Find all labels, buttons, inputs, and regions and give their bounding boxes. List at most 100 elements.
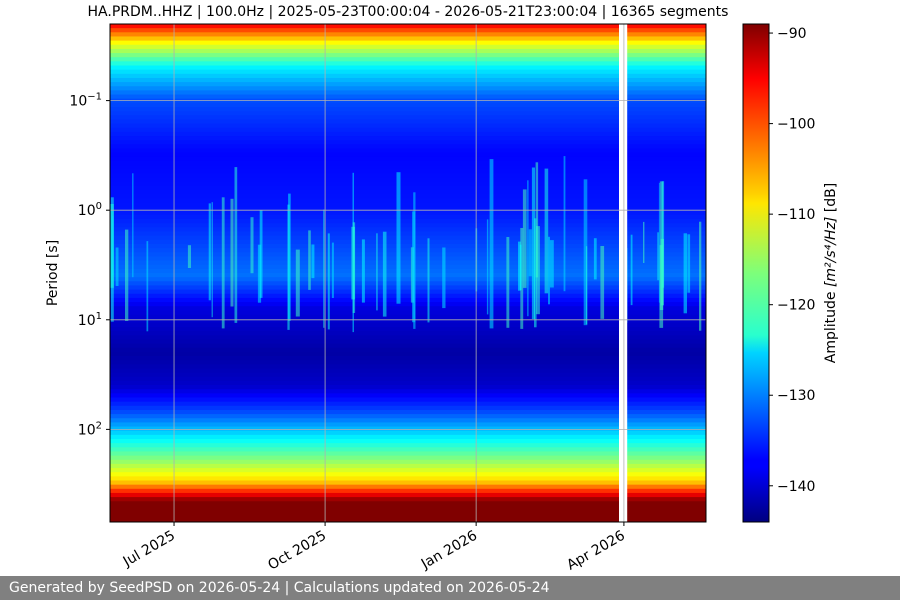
heatmap-band	[110, 140, 706, 145]
heatmap-band	[110, 127, 706, 133]
colorbar	[742, 23, 770, 523]
heatmap-band	[110, 98, 706, 104]
heatmap-band	[110, 463, 706, 469]
y-tick-label: 102	[78, 420, 102, 438]
spectrogram-bands	[110, 24, 706, 522]
heatmap-stripe	[146, 241, 149, 332]
heatmap-band	[110, 385, 706, 390]
heatmap-stripe	[382, 231, 387, 317]
heatmap-stripe	[295, 249, 300, 317]
heatmap-band	[110, 169, 706, 174]
heatmap-stripe	[112, 215, 114, 276]
heatmap-band	[110, 401, 706, 407]
heatmap-band	[110, 177, 706, 183]
heatmap-band	[110, 252, 706, 257]
heatmap-stripe	[311, 244, 315, 279]
heatmap-band	[110, 248, 706, 253]
heatmap-band	[110, 131, 706, 137]
heatmap-band	[110, 243, 706, 249]
heatmap-band	[110, 268, 706, 274]
heatmap-band	[110, 476, 706, 482]
heatmap-stripe	[534, 218, 537, 328]
heatmap-band	[110, 501, 706, 506]
heatmap-band	[110, 318, 706, 324]
heatmap-band	[110, 273, 706, 278]
heatmap-band	[110, 32, 706, 38]
psd-spectrogram-chart: HA.PRDM..HHZ | 100.0Hz | 2025-05-23T00:0…	[45, 4, 839, 574]
heatmap-band	[110, 517, 706, 522]
heatmap-stripe	[132, 173, 134, 278]
heatmap-band	[110, 107, 706, 112]
heatmap-band	[110, 480, 706, 486]
heatmap-band	[110, 227, 706, 233]
heatmap-band	[110, 152, 706, 158]
heatmap-band	[110, 90, 706, 96]
heatmap-band	[110, 57, 706, 62]
heatmap-stripe	[518, 241, 521, 291]
heatmap-band	[110, 393, 706, 399]
heatmap-stripe	[489, 159, 494, 329]
heatmap-stripe	[115, 247, 119, 286]
heatmap-stripe	[536, 226, 540, 315]
heatmap-stripe	[486, 219, 489, 315]
heatmap-stripe	[376, 233, 378, 311]
heatmap-band	[110, 144, 706, 150]
heatmap-band	[110, 492, 706, 498]
heatmap-band	[110, 194, 706, 199]
heatmap-band	[110, 439, 706, 444]
heatmap-stripe	[234, 167, 238, 323]
heatmap-band	[110, 347, 706, 353]
heatmap-band	[110, 40, 706, 46]
heatmap-band	[110, 28, 706, 33]
x-tick-label: Oct 2025	[265, 528, 329, 574]
heatmap-band	[110, 165, 706, 170]
heatmap-band	[110, 239, 706, 245]
heatmap-band	[110, 405, 706, 411]
heatmap-band	[110, 314, 706, 320]
heatmap-band	[110, 322, 706, 328]
heatmap-band	[110, 356, 706, 361]
footer-bar: Generated by SeedPSD on 2026-05-24 | Cal…	[0, 576, 900, 600]
chart-title: HA.PRDM..HHZ | 100.0Hz | 2025-05-23T00:0…	[88, 4, 729, 20]
y-tick-label: 10−1	[69, 92, 102, 110]
heatmap-band	[110, 160, 706, 166]
heatmap-band	[110, 414, 706, 419]
heatmap-stripe	[535, 162, 539, 278]
heatmap-band	[110, 422, 706, 428]
heatmap-band	[110, 264, 706, 270]
heatmap-band	[110, 468, 706, 473]
heatmap-stripe	[661, 181, 665, 288]
heatmap-band	[110, 277, 706, 282]
heatmap-band	[110, 281, 706, 287]
heatmap-stripe	[221, 197, 225, 329]
heatmap-band	[110, 306, 706, 311]
heatmap-stripe	[699, 221, 702, 331]
heatmap-band	[110, 443, 706, 448]
heatmap-band	[110, 24, 706, 29]
heatmap-stripe	[361, 239, 365, 303]
heatmap-stripe	[593, 238, 597, 280]
heatmap-stripe	[549, 240, 554, 288]
heatmap-stripe	[657, 232, 659, 281]
heatmap-band	[110, 310, 706, 316]
x-tick-label: Jul 2025	[120, 528, 178, 571]
heatmap-band	[110, 418, 706, 423]
colorbar-label: Amplitude [m²/s⁴/Hz] [dB]	[823, 183, 839, 363]
heatmap-band	[110, 513, 706, 519]
heatmap-band	[110, 343, 706, 349]
heatmap-band	[110, 65, 706, 71]
heatmap-stripe	[288, 193, 291, 321]
heatmap-stripe	[548, 236, 550, 305]
heatmap-band	[110, 185, 706, 191]
heatmap-band	[110, 206, 706, 212]
heatmap-stripe	[442, 247, 446, 309]
heatmap-stripe	[563, 156, 566, 292]
heatmap-band	[110, 285, 706, 291]
heatmap-stripe	[544, 168, 549, 294]
heatmap-band	[110, 297, 706, 303]
heatmap-band	[110, 289, 706, 295]
colorbar-ticks: −90 −100 −110 −120 −130 −140	[769, 26, 815, 495]
heatmap-band	[110, 82, 706, 87]
heatmap-band	[110, 368, 706, 374]
heatmap-stripe	[257, 244, 262, 303]
